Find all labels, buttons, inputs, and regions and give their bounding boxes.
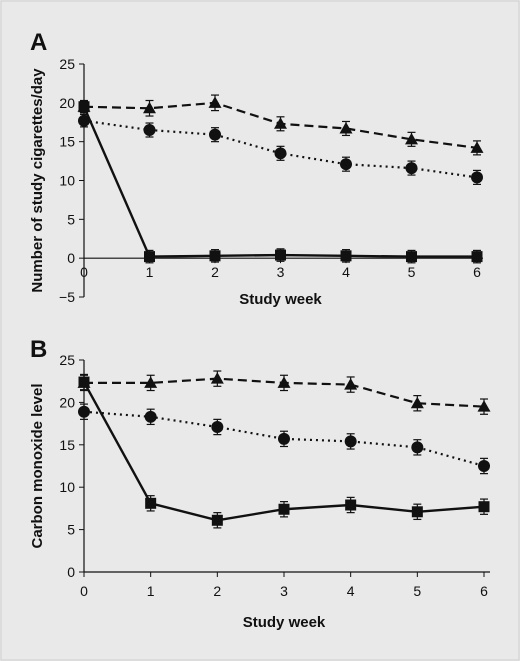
y-tick-label: 15	[59, 437, 75, 453]
y-tick-label: 25	[59, 352, 75, 368]
data-point-circle	[405, 162, 418, 175]
data-point-triangle	[208, 96, 222, 108]
data-point-square	[144, 251, 155, 263]
data-point-square	[411, 506, 423, 518]
series-square	[78, 100, 483, 264]
data-point-circle	[478, 460, 490, 472]
x-tick-label: 4	[347, 583, 355, 599]
x-tick-label: 5	[413, 583, 421, 599]
data-point-square	[278, 503, 290, 515]
series-circle	[78, 113, 483, 185]
x-tick-label: 3	[280, 583, 288, 599]
data-point-square	[275, 249, 286, 261]
data-point-square	[145, 497, 157, 509]
data-point-square	[211, 514, 223, 526]
data-point-circle	[340, 158, 352, 171]
data-point-circle	[471, 171, 483, 184]
x-tick-label: 3	[277, 264, 285, 280]
data-point-triangle	[274, 117, 287, 129]
data-point-square	[78, 376, 90, 388]
x-tick-label: 1	[146, 264, 154, 280]
data-point-triangle	[143, 101, 156, 114]
y-tick-label: 5	[67, 211, 75, 227]
data-point-circle	[278, 432, 290, 445]
x-axis-label: Study week	[243, 614, 326, 631]
y-tick-label: 0	[67, 250, 75, 266]
data-point-circle	[411, 441, 424, 454]
data-point-square	[340, 250, 352, 262]
y-tick-label: 25	[59, 56, 75, 72]
data-point-circle	[211, 420, 224, 433]
series-triangle	[77, 370, 491, 415]
data-point-triangle	[277, 376, 291, 388]
data-point-triangle	[210, 372, 224, 384]
x-tick-label: 2	[213, 583, 221, 599]
panel-label: A	[30, 29, 47, 56]
x-tick-label: 5	[408, 264, 416, 280]
y-tick-label: −5	[59, 289, 75, 305]
data-point-square	[471, 251, 483, 263]
x-tick-label: 4	[342, 264, 350, 280]
y-axis-label: Carbon monoxide level	[29, 383, 46, 548]
series-circle	[78, 403, 490, 475]
x-tick-label: 1	[147, 583, 155, 599]
x-axis-label: Study week	[239, 291, 322, 308]
data-point-triangle	[339, 121, 353, 134]
data-point-triangle	[410, 396, 424, 409]
data-point-triangle	[344, 378, 358, 390]
y-tick-label: 15	[59, 134, 75, 150]
x-tick-label: 0	[80, 264, 88, 280]
data-point-circle	[78, 405, 90, 418]
y-tick-label: 0	[67, 564, 75, 580]
y-axis-label: Number of study cigarettes/day	[29, 68, 46, 293]
data-point-circle	[144, 410, 157, 423]
panel-b: B 25 20 15 10 5 00 1 2 3 4 5 6 Study week Carbon monox…	[29, 336, 491, 631]
series-square	[78, 373, 490, 529]
data-point-circle	[344, 435, 357, 448]
y-tick-label: 5	[67, 522, 75, 538]
data-point-square	[478, 501, 490, 513]
data-point-triangle	[405, 132, 418, 145]
data-point-square	[78, 101, 90, 113]
data-point-square	[209, 250, 221, 262]
x-tick-label: 2	[211, 264, 219, 280]
x-tick-label: 6	[473, 264, 481, 280]
y-tick-label: 20	[59, 95, 75, 111]
x-tick-label: 6	[480, 583, 488, 599]
data-point-square	[406, 251, 417, 263]
data-point-square	[345, 499, 357, 511]
data-point-triangle	[470, 141, 484, 153]
data-point-circle	[143, 124, 156, 137]
data-point-circle	[274, 147, 287, 160]
y-tick-label: 20	[59, 394, 75, 410]
panel-label: B	[30, 336, 47, 363]
y-tick-label: 10	[59, 479, 75, 495]
x-tick-label: 0	[80, 583, 88, 599]
y-tick-label: 10	[59, 173, 75, 189]
panel-a: A 25 20 15 10 5 0 −5 0 1 2 3 4 5 6 Study week Number of …	[29, 29, 484, 308]
data-point-circle	[78, 114, 90, 127]
data-point-triangle	[144, 376, 158, 388]
data-point-triangle	[477, 400, 491, 412]
data-point-circle	[209, 128, 221, 141]
